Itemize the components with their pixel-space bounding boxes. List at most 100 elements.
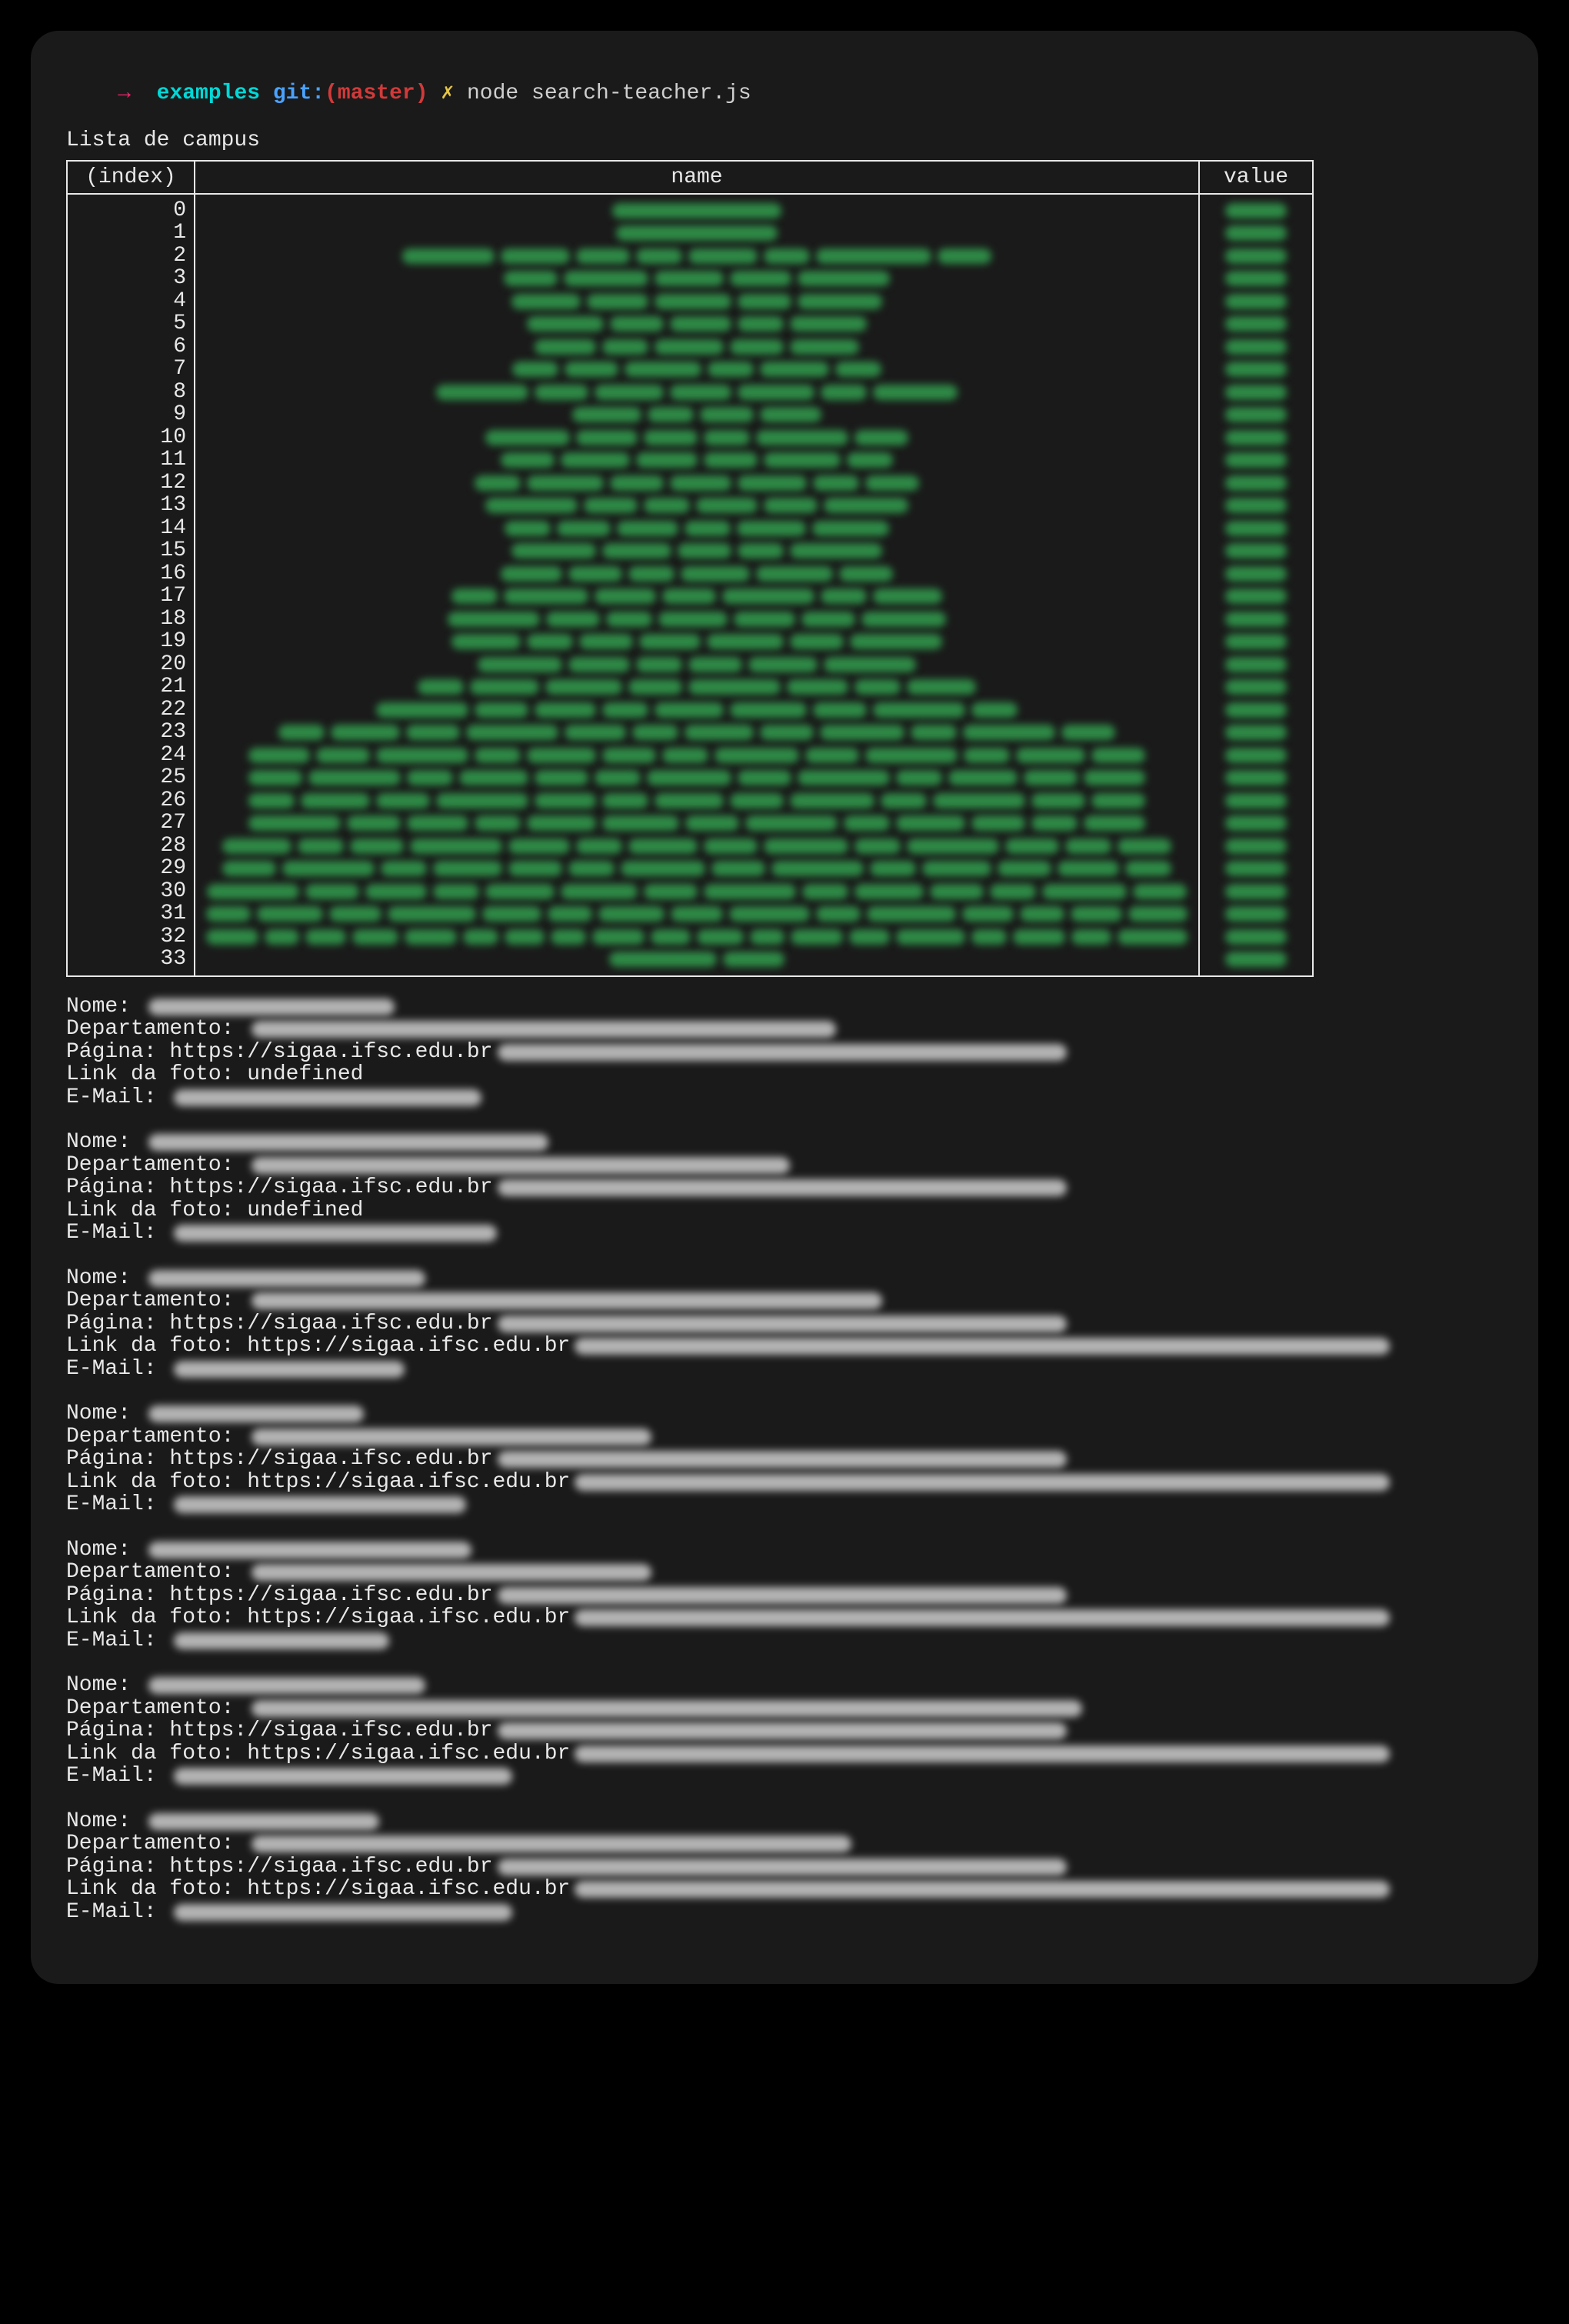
redacted-text (498, 1044, 1067, 1061)
redacted-name (203, 335, 1191, 358)
redacted-text (252, 1021, 836, 1038)
record-label: Departamento: (66, 1561, 247, 1584)
index-value: 28 (75, 835, 186, 858)
teacher-record: Nome: Departamento: Página: https://siga… (66, 1402, 1503, 1516)
redacted-text (498, 1179, 1067, 1196)
redacted-value (1208, 585, 1304, 608)
record-line: Departamento: (66, 1832, 1503, 1856)
index-value: 24 (75, 744, 186, 767)
record-line: E-Mail: (66, 1086, 1503, 1109)
teacher-record: Nome: Departamento: Página: https://siga… (66, 1674, 1503, 1788)
redacted-text (174, 1089, 481, 1106)
record-label: Página: https://sigaa.ifsc.edu.br (66, 1448, 493, 1471)
redacted-value (1208, 494, 1304, 517)
redacted-value (1208, 222, 1304, 245)
record-line: Página: https://sigaa.ifsc.edu.br (66, 1584, 1503, 1607)
redacted-text (148, 1270, 425, 1287)
index-value: 29 (75, 857, 186, 880)
record-line: Link da foto: https://sigaa.ifsc.edu.br (66, 1606, 1503, 1629)
redacted-text (575, 1474, 1390, 1491)
index-value: 3 (75, 267, 186, 290)
teacher-record: Nome: Departamento: Página: https://siga… (66, 1810, 1503, 1924)
prompt-git-label: git: (273, 82, 325, 105)
record-label: Nome: (66, 995, 144, 1019)
redacted-name (203, 267, 1191, 290)
redacted-name (203, 812, 1191, 835)
record-line: E-Mail: (66, 1765, 1503, 1788)
redacted-value (1208, 925, 1304, 949)
record-line: Página: https://sigaa.ifsc.edu.br (66, 1176, 1503, 1199)
redacted-value (1208, 789, 1304, 812)
record-label: Departamento: (66, 1832, 247, 1856)
campus-table: (index) name value 012345678910111213141… (66, 160, 1314, 977)
redacted-value (1208, 358, 1304, 381)
index-value: 26 (75, 789, 186, 812)
redacted-value (1208, 608, 1304, 631)
record-label: Link da foto: https://sigaa.ifsc.edu.br (66, 1606, 570, 1629)
redacted-text (252, 1292, 882, 1309)
index-value: 5 (75, 312, 186, 335)
record-line: Link da foto: https://sigaa.ifsc.edu.br (66, 1742, 1503, 1766)
record-label: Nome: (66, 1131, 144, 1154)
redacted-value (1208, 699, 1304, 722)
record-label: E-Mail: (66, 1358, 169, 1381)
record-label: E-Mail: (66, 1629, 169, 1652)
record-line: Link da foto: undefined (66, 1199, 1503, 1222)
output-heading: Lista de campus (66, 129, 1503, 152)
redacted-name (203, 517, 1191, 540)
record-label: Página: https://sigaa.ifsc.edu.br (66, 1856, 493, 1879)
redacted-value (1208, 812, 1304, 835)
record-line: E-Mail: (66, 1901, 1503, 1924)
redacted-name (203, 403, 1191, 426)
redacted-value (1208, 312, 1304, 335)
redacted-name (203, 699, 1191, 722)
table-header-row: (index) name value (67, 161, 1313, 194)
shell-prompt[interactable]: → examples git:(master) ✗ node search-te… (66, 60, 1503, 128)
redacted-text (252, 1836, 851, 1852)
redacted-text (174, 1768, 512, 1785)
index-value: 21 (75, 675, 186, 699)
record-label: Nome: (66, 1539, 144, 1562)
record-line: Nome: (66, 1810, 1503, 1833)
redacted-text (575, 1746, 1390, 1762)
redacted-name (203, 539, 1191, 562)
redacted-text (174, 1225, 497, 1242)
redacted-name (203, 902, 1191, 925)
index-value: 18 (75, 608, 186, 631)
redacted-text (498, 1451, 1067, 1468)
redacted-value (1208, 381, 1304, 404)
index-value: 15 (75, 539, 186, 562)
record-line: Departamento: (66, 1289, 1503, 1312)
redacted-value (1208, 539, 1304, 562)
record-line: Página: https://sigaa.ifsc.edu.br (66, 1719, 1503, 1742)
redacted-name (203, 744, 1191, 767)
record-label: Link da foto: https://sigaa.ifsc.edu.br (66, 1335, 570, 1358)
index-value: 16 (75, 562, 186, 585)
record-label: Página: https://sigaa.ifsc.edu.br (66, 1584, 493, 1607)
record-line: Página: https://sigaa.ifsc.edu.br (66, 1448, 1503, 1471)
redacted-value (1208, 426, 1304, 449)
redacted-value (1208, 290, 1304, 313)
index-value: 14 (75, 517, 186, 540)
record-label: Página: https://sigaa.ifsc.edu.br (66, 1176, 493, 1199)
redacted-name (203, 721, 1191, 744)
redacted-text (498, 1315, 1067, 1332)
teacher-record: Nome: Departamento: Página: https://siga… (66, 1267, 1503, 1381)
index-value: 33 (75, 948, 186, 971)
redacted-name (203, 245, 1191, 268)
redacted-text (148, 1134, 548, 1151)
redacted-name (203, 857, 1191, 880)
record-label: Nome: (66, 1267, 144, 1290)
col-name: name (195, 161, 1199, 194)
redacted-text (252, 1429, 651, 1445)
record-label: Departamento: (66, 1697, 247, 1720)
index-value: 0 (75, 199, 186, 222)
record-label: Departamento: (66, 1289, 247, 1312)
record-label: Link da foto: undefined (66, 1199, 363, 1222)
record-line: Link da foto: https://sigaa.ifsc.edu.br (66, 1878, 1503, 1901)
redacted-value (1208, 448, 1304, 472)
record-line: Departamento: (66, 1018, 1503, 1041)
redacted-name (203, 675, 1191, 699)
index-value: 10 (75, 426, 186, 449)
col-index: (index) (67, 161, 195, 194)
